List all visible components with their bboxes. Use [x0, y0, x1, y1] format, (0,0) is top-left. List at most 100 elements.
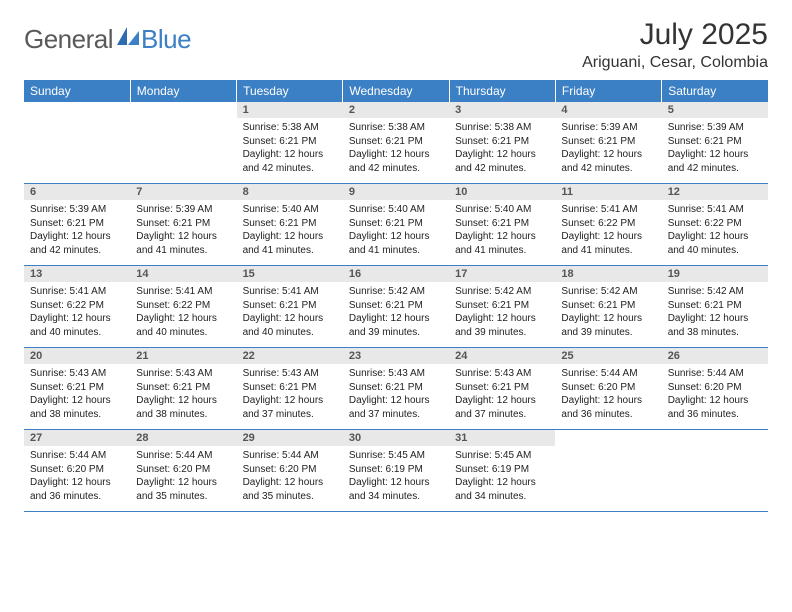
sunset-line: Sunset: 6:20 PM — [30, 463, 124, 477]
logo-text-general: General — [24, 24, 113, 55]
day-number-cell: 6 — [24, 184, 130, 201]
day-detail: Sunrise: 5:43 AMSunset: 6:21 PMDaylight:… — [449, 364, 555, 429]
day-detail-cell: Sunrise: 5:40 AMSunset: 6:21 PMDaylight:… — [449, 200, 555, 266]
sunset-line: Sunset: 6:22 PM — [30, 299, 124, 313]
day-detail: Sunrise: 5:39 AMSunset: 6:21 PMDaylight:… — [662, 118, 768, 183]
day-number: 7 — [130, 184, 236, 200]
day-number: 9 — [343, 184, 449, 200]
sunset-line: Sunset: 6:21 PM — [136, 381, 230, 395]
day-detail: Sunrise: 5:39 AMSunset: 6:21 PMDaylight:… — [24, 200, 130, 265]
day-number-cell: 24 — [449, 348, 555, 365]
daylight-line: Daylight: 12 hours and 40 minutes. — [668, 230, 762, 257]
day-detail: Sunrise: 5:41 AMSunset: 6:22 PMDaylight:… — [662, 200, 768, 265]
day-number — [662, 430, 768, 446]
day-number-cell: 21 — [130, 348, 236, 365]
sunset-line: Sunset: 6:21 PM — [668, 135, 762, 149]
logo-sail-icon — [117, 27, 139, 45]
daylight-line: Daylight: 12 hours and 39 minutes. — [455, 312, 549, 339]
day-detail: Sunrise: 5:40 AMSunset: 6:21 PMDaylight:… — [449, 200, 555, 265]
weekday-header: Thursday — [449, 80, 555, 102]
sunrise-line: Sunrise: 5:43 AM — [243, 367, 337, 381]
sunrise-line: Sunrise: 5:38 AM — [349, 121, 443, 135]
day-detail-cell: Sunrise: 5:41 AMSunset: 6:22 PMDaylight:… — [555, 200, 661, 266]
daylight-line: Daylight: 12 hours and 36 minutes. — [561, 394, 655, 421]
day-detail: Sunrise: 5:38 AMSunset: 6:21 PMDaylight:… — [449, 118, 555, 183]
day-detail-row: Sunrise: 5:41 AMSunset: 6:22 PMDaylight:… — [24, 282, 768, 348]
day-detail-cell — [555, 446, 661, 512]
daylight-line: Daylight: 12 hours and 39 minutes. — [349, 312, 443, 339]
sunrise-line: Sunrise: 5:40 AM — [349, 203, 443, 217]
sunrise-line: Sunrise: 5:39 AM — [136, 203, 230, 217]
daylight-line: Daylight: 12 hours and 36 minutes. — [30, 476, 124, 503]
day-detail-row: Sunrise: 5:39 AM Sunset: 6:21 PM Daylight:… — [24, 200, 768, 266]
sunset-line: Sunset: 6:19 PM — [455, 463, 549, 477]
day-number-cell: 14 — [130, 266, 236, 283]
day-detail: Sunrise: 5:42 AMSunset: 6:21 PMDaylight:… — [555, 282, 661, 347]
day-detail: Sunrise: 5:43 AMSunset: 6:21 PMDaylight:… — [130, 364, 236, 429]
day-number-cell: 1 — [237, 102, 343, 118]
day-number: 18 — [555, 266, 661, 282]
day-detail: Sunrise: 5:45 AMSunset: 6:19 PMDaylight:… — [343, 446, 449, 511]
day-detail-cell — [130, 118, 236, 184]
day-detail-cell: Sunrise: 5:41 AMSunset: 6:21 PMDaylight:… — [237, 282, 343, 348]
weekday-header-row: SundayMondayTuesdayWednesdayThursdayFrid… — [24, 80, 768, 102]
daylight-line: Daylight: 12 hours and 35 minutes. — [243, 476, 337, 503]
day-detail: Sunrise: 5:40 AMSunset: 6:21 PMDaylight:… — [343, 200, 449, 265]
day-detail-cell: Sunrise: 5:44 AMSunset: 6:20 PMDaylight:… — [662, 364, 768, 430]
sunset-line: Sunset: 6:21 PM — [668, 299, 762, 313]
day-detail-cell: Sunrise: 5:39 AMSunset: 6:21 PMDaylight:… — [555, 118, 661, 184]
day-number: 31 — [449, 430, 555, 446]
daylight-line: Daylight: 12 hours and 40 minutes. — [30, 312, 124, 339]
day-detail: Sunrise: 5:41 AMSunset: 6:22 PMDaylight:… — [130, 282, 236, 347]
sunset-line: Sunset: 6:20 PM — [561, 381, 655, 395]
sunrise-line: Sunrise: 5:41 AM — [30, 285, 124, 299]
weekday-header: Monday — [130, 80, 236, 102]
day-detail-cell: Sunrise: 5:42 AMSunset: 6:21 PMDaylight:… — [555, 282, 661, 348]
sunset-line: Sunset: 6:20 PM — [668, 381, 762, 395]
location-text: Ariguani, Cesar, Colombia — [582, 54, 768, 72]
sunrise-line: Sunrise: 5:41 AM — [243, 285, 337, 299]
day-number: 19 — [662, 266, 768, 282]
day-detail-cell: Sunrise: 5:43 AMSunset: 6:21 PMDaylight:… — [24, 364, 130, 430]
sunrise-line: Sunrise: 5:40 AM — [243, 203, 337, 217]
day-number-cell — [555, 430, 661, 447]
sunset-line: Sunset: 6:21 PM — [349, 217, 443, 231]
day-number — [130, 102, 236, 118]
day-detail-cell: Sunrise: 5:44 AMSunset: 6:20 PMDaylight:… — [237, 446, 343, 512]
day-detail: Sunrise: 5:42 AMSunset: 6:21 PMDaylight:… — [662, 282, 768, 347]
sunrise-line: Sunrise: 5:41 AM — [561, 203, 655, 217]
daylight-line: Daylight: 12 hours and 42 minutes. — [455, 148, 549, 175]
daylight-line: Daylight: 12 hours and 38 minutes. — [30, 394, 124, 421]
day-detail-cell: Sunrise: 5:43 AMSunset: 6:21 PMDaylight:… — [343, 364, 449, 430]
day-detail-cell: Sunrise: 5:38 AMSunset: 6:21 PMDaylight:… — [343, 118, 449, 184]
day-detail: Sunrise: 5:43 AMSunset: 6:21 PMDaylight:… — [24, 364, 130, 429]
day-detail: Sunrise: 5:38 AMSunset: 6:21 PMDaylight:… — [343, 118, 449, 183]
day-detail: Sunrise: 5:45 AMSunset: 6:19 PMDaylight:… — [449, 446, 555, 511]
day-number: 16 — [343, 266, 449, 282]
day-number-cell — [662, 430, 768, 447]
sunrise-line: Sunrise: 5:44 AM — [30, 449, 124, 463]
day-detail — [662, 446, 768, 508]
day-number: 6 — [24, 184, 130, 200]
day-detail-cell: Sunrise: 5:39 AMSunset: 6:21 PMDaylight:… — [130, 200, 236, 266]
page-title: July 2025 — [582, 18, 768, 52]
sunrise-line: Sunrise: 5:41 AM — [668, 203, 762, 217]
day-number: 26 — [662, 348, 768, 364]
day-number-row: 13141516171819 — [24, 266, 768, 283]
weekday-header: Saturday — [662, 80, 768, 102]
day-number-cell: 3 — [449, 102, 555, 118]
sunset-line: Sunset: 6:21 PM — [243, 299, 337, 313]
sunrise-line: Sunrise: 5:42 AM — [349, 285, 443, 299]
day-detail: Sunrise: 5:44 AMSunset: 6:20 PMDaylight:… — [24, 446, 130, 511]
day-detail-cell: Sunrise: 5:44 AMSunset: 6:20 PMDaylight:… — [24, 446, 130, 512]
day-number: 8 — [237, 184, 343, 200]
day-number-cell: 10 — [449, 184, 555, 201]
daylight-line: Daylight: 12 hours and 42 minutes. — [349, 148, 443, 175]
day-number-row: 2728293031 — [24, 430, 768, 447]
day-detail-cell — [662, 446, 768, 512]
weekday-header: Wednesday — [343, 80, 449, 102]
sunset-line: Sunset: 6:19 PM — [349, 463, 443, 477]
daylight-line: Daylight: 12 hours and 36 minutes. — [668, 394, 762, 421]
weekday-header: Tuesday — [237, 80, 343, 102]
daylight-line: Daylight: 12 hours and 38 minutes. — [668, 312, 762, 339]
